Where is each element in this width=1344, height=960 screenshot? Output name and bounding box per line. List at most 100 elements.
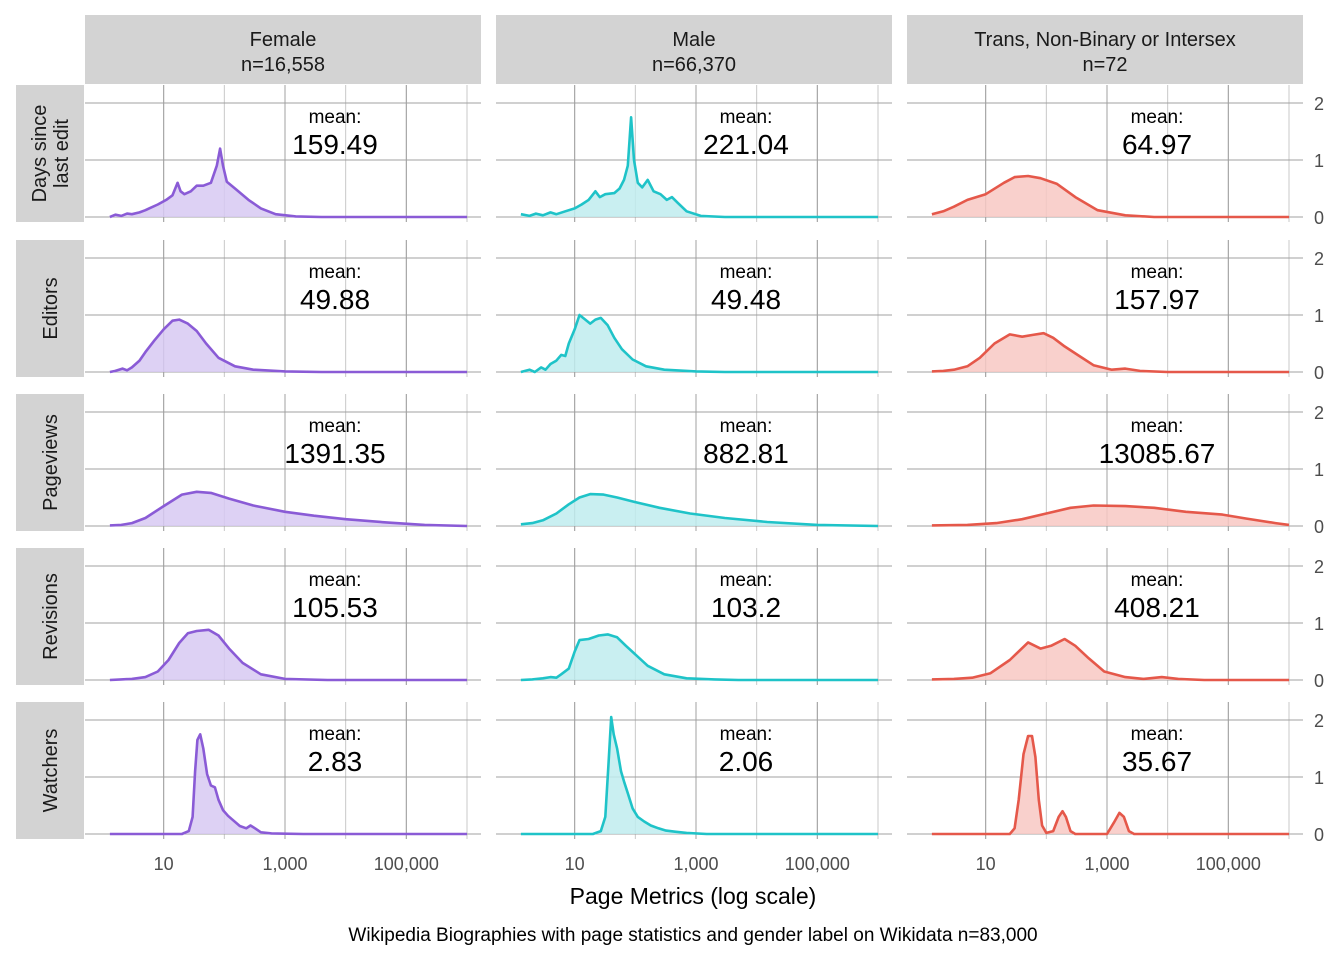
row-strip [16,548,84,685]
density-area [109,491,468,526]
mean-label: mean: [1131,416,1184,437]
y-tick-label: 0 [1314,671,1324,691]
mean-label: mean: [720,107,773,128]
column-strip-title: Trans, Non-Binary or Intersex [974,29,1236,51]
density-area [931,176,1289,217]
y-tick-label: 1 [1314,151,1324,171]
mean-label: mean: [1131,570,1184,591]
row-strip-label-line: Pageviews [40,414,62,511]
mean-value: 1391.35 [284,438,385,469]
row-strip-label-line: Days since [29,105,51,203]
y-tick-label: 2 [1314,403,1324,423]
density-area [109,148,468,217]
density-area [520,494,878,526]
density-line [520,116,878,219]
mean-label: mean: [309,107,362,128]
mean-label: mean: [720,262,773,283]
row-strip-label-line: Revisions [40,573,62,660]
x-tick-label: 100,000 [1196,854,1261,874]
column-strip-n: n=72 [1082,54,1127,76]
mean-label: mean: [720,416,773,437]
mean-value: 49.88 [300,284,370,315]
x-tick-label: 100,000 [785,854,850,874]
y-tick-label: 0 [1314,208,1324,228]
row-strip-label: Watchers [40,729,62,813]
x-tick-label: 1,000 [1084,854,1129,874]
density-line [109,628,467,682]
density-area [109,734,468,834]
column-strip-n: n=16,558 [241,54,325,76]
density-area [931,505,1289,526]
density-line [931,331,1289,374]
mean-annotations: mean:159.49mean:221.04mean:64.97mean:49.… [284,107,1215,777]
density-area [520,634,878,680]
density-line [931,734,1289,836]
mean-label: mean: [309,724,362,745]
y-tick-label: 2 [1314,711,1324,731]
y-tick-label: 1 [1314,614,1324,634]
density-area [931,333,1289,372]
column-strip [496,15,892,84]
row-strip [16,702,84,839]
row-strip-label-line: last edit [51,119,73,188]
y-tick-label: 0 [1314,517,1324,537]
row-strip [16,394,84,531]
row-strip-label: Revisions [40,573,62,660]
density-area [520,315,878,372]
density-line [931,174,1289,219]
x-tick-label: 10 [976,854,996,874]
mean-label: mean: [309,416,362,437]
density-line [109,147,467,219]
mean-value: 157.97 [1114,284,1200,315]
mean-label: mean: [1131,107,1184,128]
mean-value: 64.97 [1122,129,1192,160]
chart-caption: Wikipedia Biographies with page statisti… [348,925,1037,946]
y-tick-label: 2 [1314,557,1324,577]
density-line [520,715,878,836]
density-line [931,637,1289,682]
density-area [109,629,468,680]
mean-value: 103.2 [711,592,781,623]
row-strip-label: Pageviews [40,414,62,511]
density-line [109,318,467,374]
mean-value: 2.83 [308,746,363,777]
column-strip-n: n=66,370 [652,54,736,76]
y-tick-label: 2 [1314,249,1324,269]
mean-value: 35.67 [1122,746,1192,777]
mean-value: 408.21 [1114,592,1200,623]
row-strip [16,85,84,222]
x-tick-label: 1,000 [673,854,718,874]
mean-label: mean: [1131,724,1184,745]
row-strip-label: Editors [40,277,62,339]
density-line [109,490,468,528]
mean-value: 159.49 [292,129,378,160]
mean-value: 105.53 [292,592,378,623]
density-line [520,313,878,374]
density-line [520,633,878,682]
mean-label: mean: [309,570,362,591]
row-strip [16,240,84,377]
mean-value: 221.04 [703,129,789,160]
axes: 0 1 2 0 1 2 0 1 2 0 1 2 0 1 2 10 1,000 100,000 10 1,000 100,… [154,94,1324,874]
column-strip-title: Male [672,29,715,51]
y-tick-label: 1 [1314,460,1324,480]
density-line [931,504,1290,527]
density-line [520,492,879,528]
y-tick-label: 0 [1314,825,1324,845]
facet-strips: Female n=16,558 Male n=66,370 Trans, Non-Bin… [16,15,1303,839]
mean-value: 882.81 [703,438,789,469]
column-strip [907,15,1303,84]
x-tick-label: 10 [154,854,174,874]
mean-label: mean: [309,262,362,283]
x-tick-label: 100,000 [374,854,439,874]
density-curves [109,116,1290,836]
x-tick-label: 10 [565,854,585,874]
row-strip-label-line: Editors [40,277,62,339]
mean-value: 2.06 [719,746,774,777]
mean-value: 49.48 [711,284,781,315]
mean-label: mean: [720,724,773,745]
mean-value: 13085.67 [1099,438,1216,469]
row-strip-label-line: Watchers [40,729,62,813]
mean-label: mean: [1131,262,1184,283]
